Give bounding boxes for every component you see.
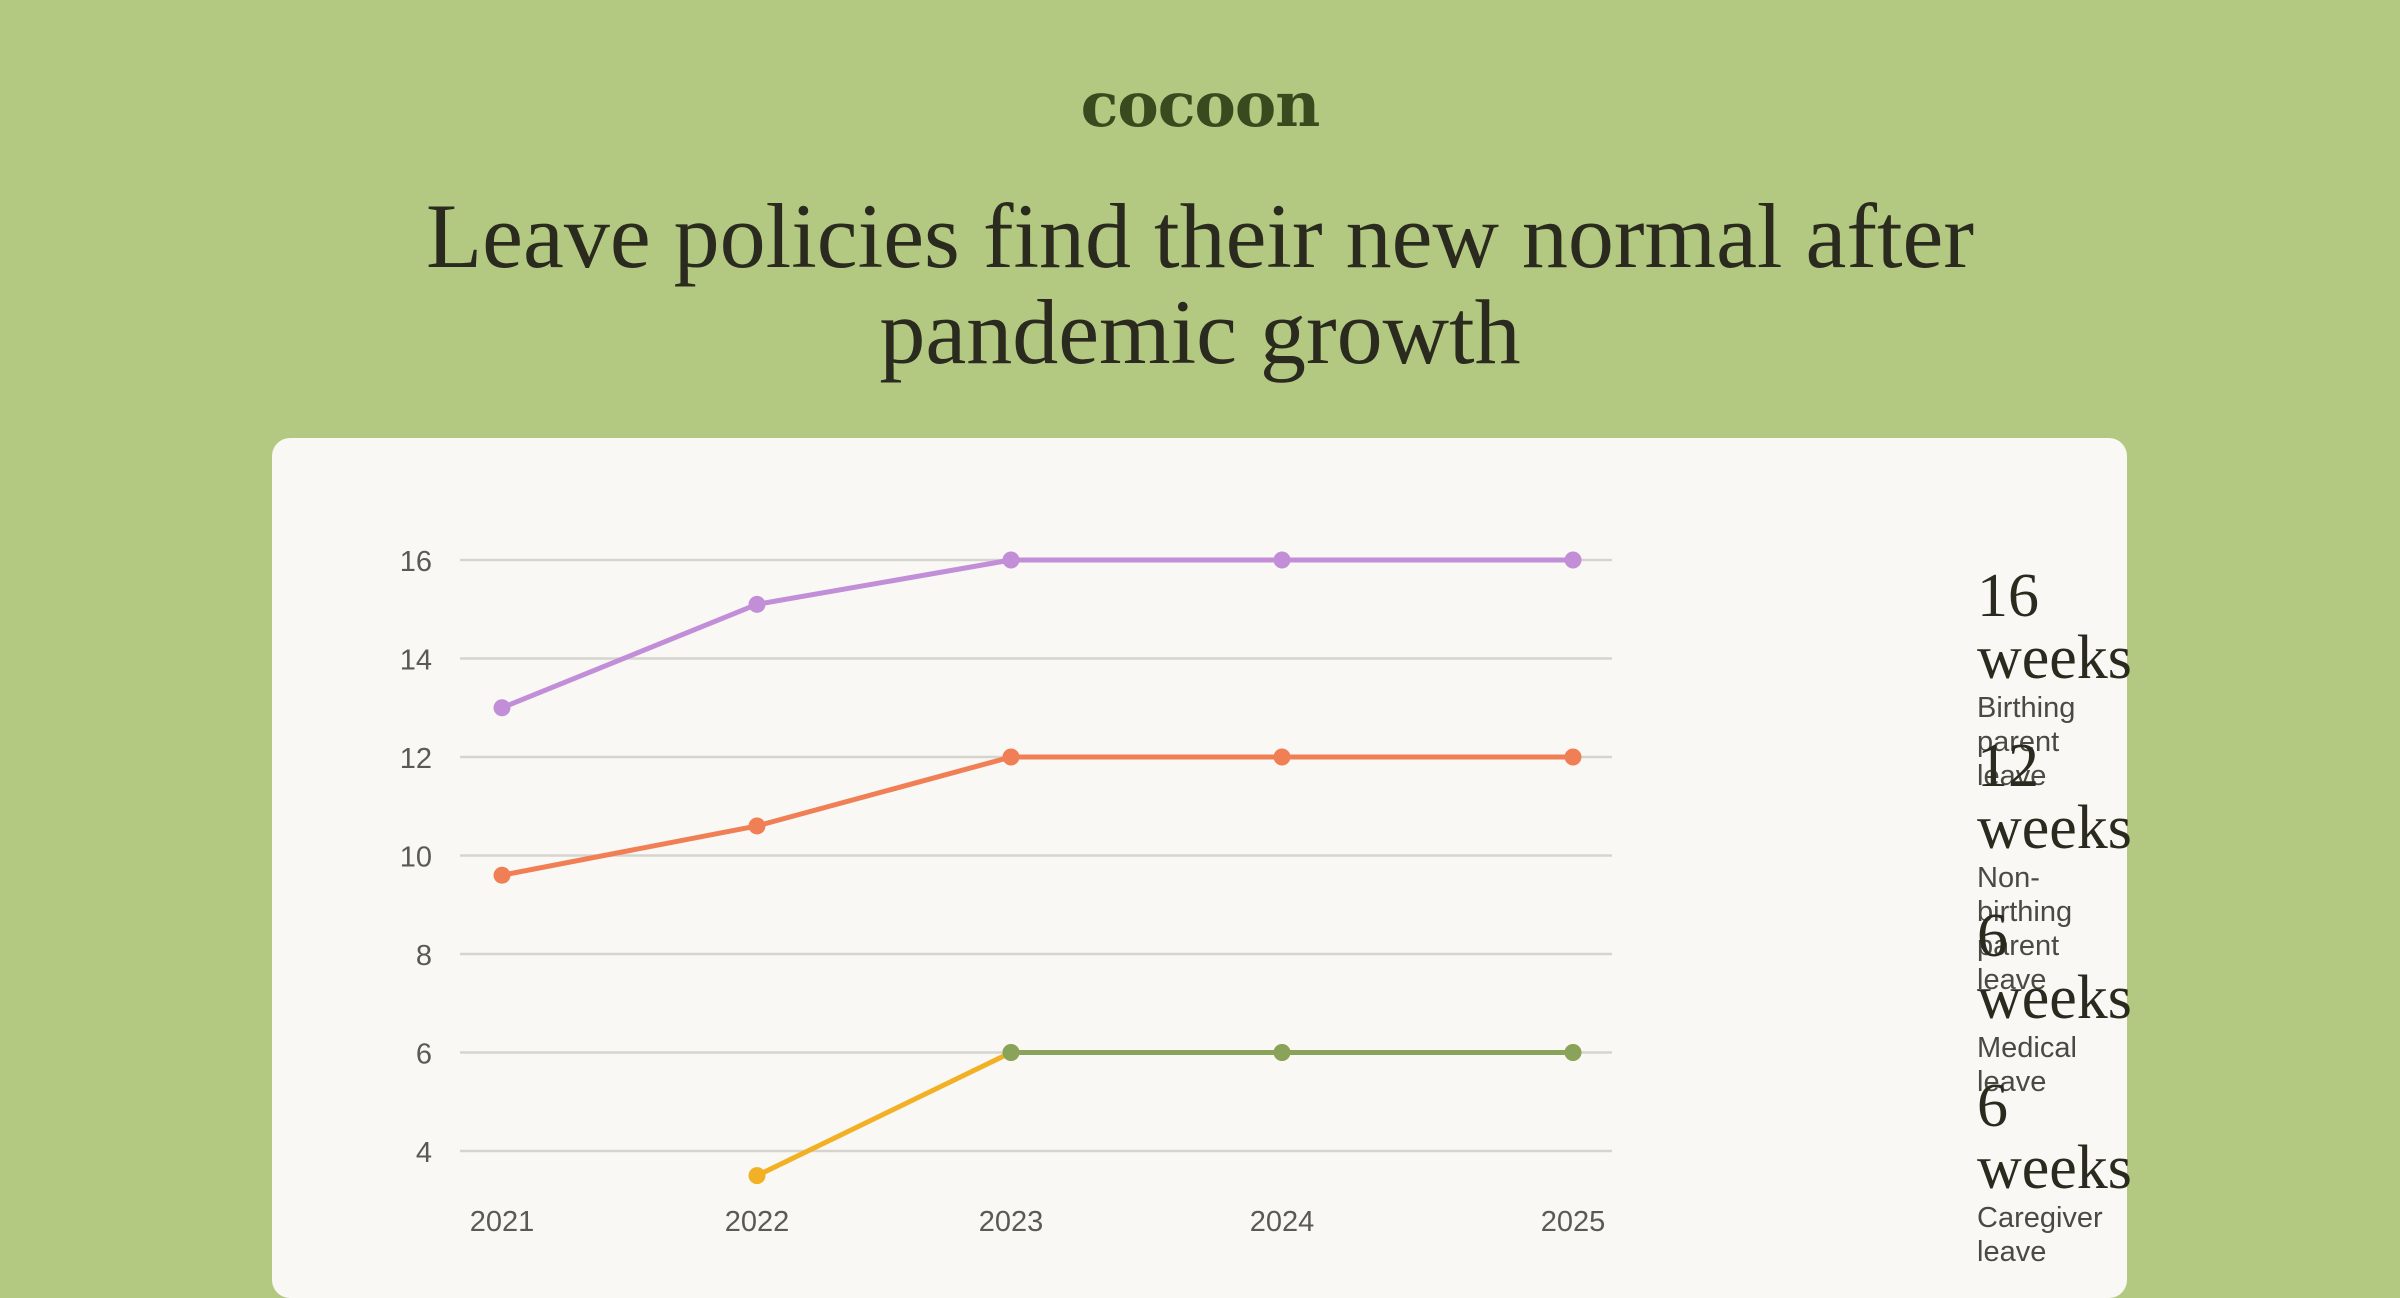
page-title: Leave policies find their new normal aft… — [425, 185, 1974, 383]
series-line — [499, 754, 1576, 878]
legend-value: 6 weeks — [1977, 902, 2132, 1032]
data-point — [493, 699, 511, 717]
y-tick-label: 10 — [400, 842, 432, 874]
chart-card: 4 6 8 10 12 14 16 2021 2022 2023 2024 2025 16 weeks… — [272, 438, 2132, 1298]
data-point — [748, 817, 766, 835]
legend-label: Caregiver leave — [1977, 1202, 2103, 1268]
x-tick-label: 2021 — [470, 1206, 535, 1238]
data-point — [1564, 551, 1582, 569]
data-point — [1564, 748, 1582, 766]
data-point — [1273, 748, 1291, 766]
data-point — [1002, 551, 1020, 569]
x-tick-label: 2022 — [725, 1206, 790, 1238]
legend-value: 6 weeks — [1977, 1072, 2132, 1202]
legend-label: Birthing parent leave — [1977, 692, 2076, 792]
data-point — [1273, 1044, 1291, 1061]
y-tick-label: 16 — [400, 546, 432, 578]
legend-item-caregiver: 6 weeks Caregiver leave — [1977, 1075, 2132, 1269]
series-line — [754, 1050, 1576, 1179]
series-line — [499, 557, 1576, 711]
y-tick-label: 14 — [400, 645, 432, 677]
legend-value: 12 weeks — [1977, 732, 2132, 862]
legend-label: Non-birthing parent leave — [1977, 862, 2073, 996]
legend-item-non-birthing: 12 weeks Non-birthing parent leave — [1977, 735, 2132, 997]
x-tick-label: 2025 — [1541, 1206, 1606, 1238]
legend-item-medical: 6 weeks Medical leave — [1977, 905, 2132, 1099]
y-tick-label: 6 — [416, 1039, 432, 1071]
data-point — [1002, 1044, 1020, 1061]
data-point — [1002, 748, 1020, 766]
brand-logo: cocoon — [1080, 68, 1321, 141]
x-tick-label: 2024 — [1250, 1206, 1315, 1238]
legend-label: Medical leave — [1977, 1032, 2077, 1098]
data-point — [1564, 1044, 1582, 1061]
x-tick-label: 2023 — [979, 1206, 1044, 1238]
data-point — [748, 1167, 766, 1185]
legend-value: 16 weeks — [1977, 562, 2132, 692]
data-point — [748, 595, 766, 613]
data-point — [1273, 551, 1291, 569]
y-tick-label: 4 — [416, 1137, 432, 1169]
y-tick-label: 12 — [400, 743, 432, 775]
data-point — [493, 866, 511, 884]
y-tick-label: 8 — [416, 940, 432, 972]
line-chart: 4 6 8 10 12 14 16 2021 2022 2023 2024 2025 — [400, 546, 1612, 1238]
legend-item-birthing: 16 weeks Birthing parent leave — [1977, 565, 2132, 793]
